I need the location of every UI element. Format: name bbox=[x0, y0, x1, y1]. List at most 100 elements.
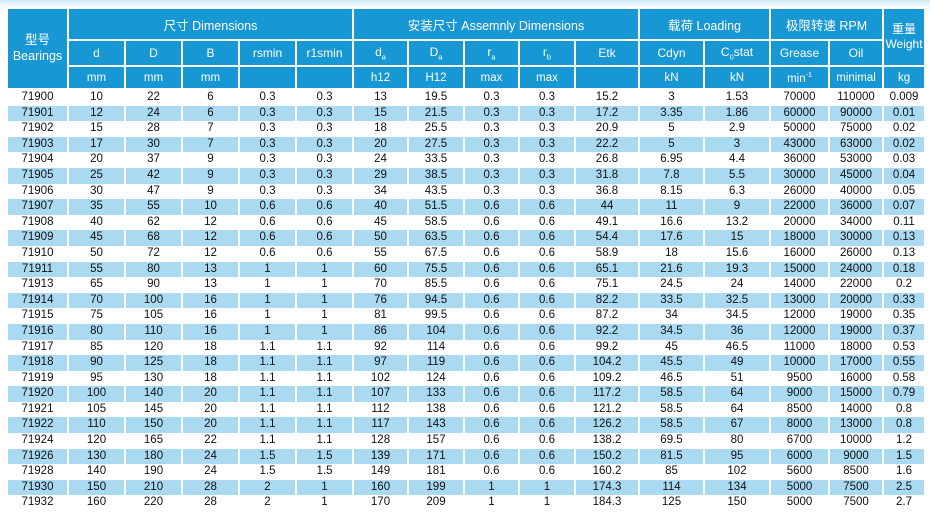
value-cell: 20.9 bbox=[574, 121, 640, 137]
value-cell: 140 bbox=[67, 464, 126, 480]
column-header: Cdyn bbox=[638, 39, 705, 67]
value-cell: 107 bbox=[352, 386, 409, 402]
value-cell: 15 bbox=[703, 230, 771, 246]
model-cell: 71928 bbox=[6, 464, 69, 480]
value-cell: 45000 bbox=[827, 167, 885, 184]
value-cell: 0.01 bbox=[882, 105, 927, 122]
value-cell: 16.6 bbox=[638, 214, 705, 231]
value-cell: 0.6 bbox=[518, 433, 576, 449]
value-cell: 7 bbox=[181, 121, 240, 137]
value-cell: 100 bbox=[67, 386, 126, 402]
value-cell: 1.1 bbox=[295, 417, 354, 434]
unit-header: kN bbox=[638, 65, 705, 90]
model-cell: 71926 bbox=[6, 448, 69, 465]
value-cell: 0.3 bbox=[518, 121, 576, 137]
value-cell: 0.3 bbox=[238, 183, 297, 200]
value-cell: 0.37 bbox=[882, 323, 927, 340]
value-cell: 64 bbox=[703, 386, 771, 402]
group-header-rpm: 极限转速 RPM bbox=[768, 7, 885, 41]
value-cell: 110 bbox=[124, 323, 183, 340]
value-cell: 70000 bbox=[769, 89, 830, 106]
unit-header: minimal bbox=[827, 65, 885, 90]
value-cell: 1.86 bbox=[703, 105, 771, 122]
value-cell: 0.3 bbox=[463, 136, 520, 153]
value-cell: 1.1 bbox=[295, 355, 354, 371]
value-cell: 174.3 bbox=[574, 479, 640, 496]
model-cell: 71901 bbox=[6, 105, 69, 122]
value-cell: 110000 bbox=[827, 89, 885, 106]
value-cell: 18 bbox=[181, 355, 240, 371]
value-cell: 24 bbox=[352, 152, 409, 168]
value-cell: 1 bbox=[238, 323, 297, 340]
value-cell: 0.8 bbox=[882, 401, 927, 418]
value-cell: 0.3 bbox=[463, 152, 520, 168]
weight-column-header: 重量 Weight bbox=[882, 7, 927, 67]
value-cell: 72 bbox=[124, 245, 183, 262]
value-cell: 33.5 bbox=[638, 292, 705, 309]
value-cell: 34 bbox=[638, 308, 705, 324]
value-cell: 18 bbox=[181, 370, 240, 387]
value-cell: 0.6 bbox=[518, 308, 576, 324]
value-cell: 12 bbox=[67, 105, 126, 122]
value-cell: 119 bbox=[407, 355, 465, 371]
value-cell: 90 bbox=[124, 277, 183, 293]
value-cell: 157 bbox=[407, 433, 465, 449]
value-cell: 0.02 bbox=[882, 121, 927, 137]
value-cell: 0.55 bbox=[882, 355, 927, 371]
value-cell: 85.5 bbox=[407, 277, 465, 293]
value-cell: 180 bbox=[124, 448, 183, 465]
value-cell: 24 bbox=[181, 448, 240, 465]
value-cell: 1.1 bbox=[238, 417, 297, 434]
value-cell: 76 bbox=[352, 292, 409, 309]
value-cell: 21.5 bbox=[407, 105, 465, 122]
value-cell: 0.3 bbox=[518, 152, 576, 168]
value-cell: 80 bbox=[67, 323, 126, 340]
value-cell: 12000 bbox=[769, 323, 830, 340]
model-cell: 71930 bbox=[6, 479, 69, 496]
value-cell: 15000 bbox=[769, 261, 830, 278]
value-cell: 36000 bbox=[827, 199, 885, 215]
model-cell: 71915 bbox=[6, 308, 69, 324]
value-cell: 0.6 bbox=[463, 214, 520, 231]
value-cell: 0.6 bbox=[518, 448, 576, 465]
value-cell: 1 bbox=[238, 277, 297, 293]
value-cell: 18 bbox=[181, 339, 240, 356]
value-cell: 0.6 bbox=[463, 245, 520, 262]
value-cell: 53000 bbox=[827, 152, 885, 168]
value-cell: 0.6 bbox=[463, 199, 520, 215]
unit-header: mm bbox=[67, 65, 126, 90]
table-row: 71920 100 140 20 1.1 1.1 107 133 0.6 0.6 117.2 58.5… bbox=[6, 386, 927, 402]
table-row: 71902 15 28 7 0.3 0.3 18 25.5 0.3 0.3 20.9 5 2.9 5000… bbox=[6, 121, 927, 137]
value-cell: 58.9 bbox=[574, 245, 640, 262]
column-header: B bbox=[181, 39, 240, 67]
value-cell: 1.5 bbox=[882, 448, 927, 465]
value-cell: 0.6 bbox=[463, 277, 520, 293]
value-cell: 7500 bbox=[827, 495, 885, 512]
value-cell: 30000 bbox=[769, 167, 830, 184]
value-cell: 0.3 bbox=[463, 167, 520, 184]
value-cell: 210 bbox=[124, 479, 183, 496]
value-cell: 9 bbox=[181, 183, 240, 200]
value-cell: 120 bbox=[67, 433, 126, 449]
value-cell: 0.11 bbox=[882, 214, 927, 231]
value-cell: 92.2 bbox=[574, 323, 640, 340]
model-cell: 71904 bbox=[6, 152, 69, 168]
value-cell: 43.5 bbox=[407, 183, 465, 200]
table-row: 71932 160 220 28 2 1 170 209 1 1 184.3 125 150 5000 75… bbox=[6, 495, 927, 512]
value-cell: 97 bbox=[352, 355, 409, 371]
table-row: 71921 105 145 20 1.1 1.1 112 138 0.6 0.6 121.2 58.5… bbox=[6, 401, 927, 418]
value-cell: 0.3 bbox=[238, 152, 297, 168]
value-cell: 0.6 bbox=[463, 401, 520, 418]
value-cell: 18000 bbox=[769, 230, 830, 246]
value-cell: 22.2 bbox=[574, 136, 640, 153]
value-cell: 20 bbox=[352, 136, 409, 153]
value-cell: 46.5 bbox=[703, 339, 771, 356]
value-cell: 85 bbox=[638, 464, 705, 480]
value-cell: 170 bbox=[352, 495, 409, 512]
value-cell: 14000 bbox=[827, 401, 885, 418]
value-cell: 58.5 bbox=[638, 386, 705, 402]
column-header: rsmin bbox=[238, 39, 297, 67]
value-cell: 2.9 bbox=[703, 121, 771, 137]
value-cell: 1.1 bbox=[295, 386, 354, 402]
value-cell: 1.1 bbox=[295, 370, 354, 387]
